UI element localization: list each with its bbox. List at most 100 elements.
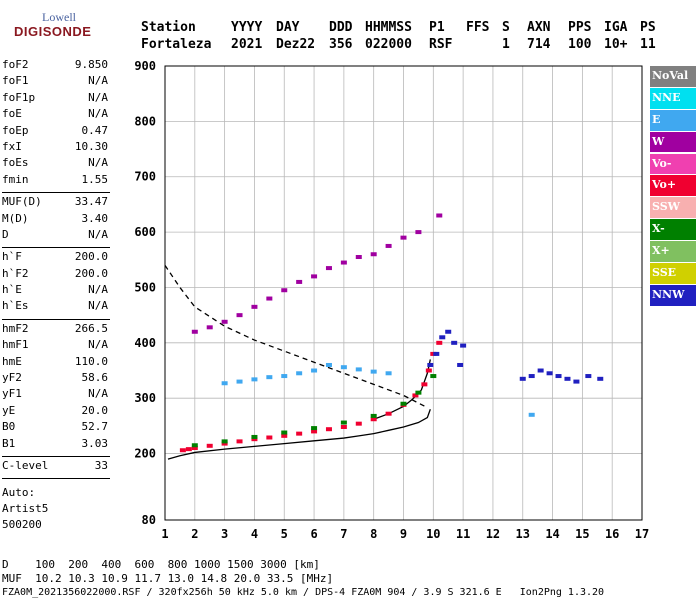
echo-point [385, 243, 392, 248]
legend-entry: X+ [650, 241, 696, 262]
echo-point [415, 390, 422, 395]
parameters-panel: foF2 9.850 foF1 N/A foF1p N/A foE N/A foEp 0.47 fx… [2, 58, 110, 481]
y-tick-label: 800 [134, 114, 156, 128]
echo-point [385, 411, 392, 416]
x-tick-label: 5 [281, 527, 288, 541]
lowell-digisonde-logo: Lowell DIGISONDE [4, 10, 91, 40]
logo-line1: Lowell [42, 10, 76, 24]
parameter-value: 9.850 [74, 58, 108, 71]
parameter-name: foE [2, 107, 22, 121]
x-tick-label: 9 [400, 527, 407, 541]
auto-method: Artist5 [2, 502, 49, 515]
parameter-name: fmin [2, 172, 29, 186]
y-tick-label: 700 [134, 170, 156, 184]
parameter-row: B1 3.03 [2, 437, 110, 453]
legend-entry: NNW [650, 284, 696, 306]
echo-point [457, 362, 464, 367]
parameter-value: 0.47 [81, 123, 109, 137]
echo-point [519, 376, 526, 381]
parameter-name: M(D) [2, 211, 29, 225]
header-value: 11 [640, 37, 656, 52]
x-tick-label: 6 [310, 527, 317, 541]
parameter-value: N/A [88, 156, 108, 170]
echo-point [185, 447, 192, 452]
echo-point [325, 266, 332, 271]
x-tick-label: 14 [545, 527, 559, 541]
echo-point [191, 443, 198, 448]
echo-point [433, 351, 440, 356]
parameter-name: yE [2, 403, 16, 417]
parameter-name: yF1 [2, 387, 22, 401]
echo-point [355, 255, 362, 260]
header-value: RSF [429, 37, 453, 52]
echo-point [421, 382, 428, 387]
echo-point [370, 417, 377, 422]
header-value: 1 [502, 37, 510, 52]
parameter-row: B0 52.7 [2, 420, 110, 436]
y-tick-label: 500 [134, 280, 156, 294]
header-value: 100 [568, 37, 592, 52]
echo-point [460, 343, 467, 348]
echo-point [400, 235, 407, 240]
echo-point [296, 279, 303, 284]
trace-line [167, 409, 431, 460]
parameter-name: h`F2 [2, 266, 29, 280]
echo-point [251, 304, 258, 309]
echo-point [564, 376, 571, 381]
plot-frame [164, 65, 643, 521]
echo-point [340, 424, 347, 429]
parameter-name: hmE [2, 354, 22, 368]
parameter-row: hmE 110.0 [2, 355, 110, 371]
header-label: IGA [604, 20, 628, 35]
legend-entry: E [650, 109, 696, 131]
parameter-name: C-level [2, 458, 49, 472]
echo-point [528, 374, 535, 379]
echo-point [340, 420, 347, 425]
y-tick-label: 900 [134, 59, 156, 73]
echo-point [251, 434, 258, 439]
echo-point [597, 376, 604, 381]
header-label: FFS [466, 20, 490, 35]
parameter-name: fxI [2, 139, 22, 153]
divider [2, 247, 110, 249]
legend-entry: Vo- [650, 153, 696, 175]
parameter-value: 200.0 [74, 266, 108, 280]
parameter-name: B1 [2, 436, 16, 450]
echo-point [546, 371, 553, 376]
parameter-name: yF2 [2, 371, 22, 385]
parameter-row: fxI 10.30 [2, 140, 110, 156]
legend-entry: Vo+ [650, 175, 696, 197]
parameter-name: foF1 [2, 74, 29, 88]
parameter-value: 110.0 [74, 354, 108, 368]
echo-point [555, 374, 562, 379]
auto-label: Auto: [2, 486, 36, 499]
echo-point [370, 252, 377, 257]
echo-point [221, 381, 228, 386]
footer-file-info: FZA0M_2021356022000.RSF / 320fx256h 50 k… [2, 587, 605, 598]
echo-point [400, 401, 407, 406]
x-tick-label: 8 [370, 527, 377, 541]
parameter-row: h`F 200.0 [2, 250, 110, 266]
parameter-row: D N/A [2, 228, 110, 244]
echo-point [311, 429, 318, 434]
legend-entry: W [650, 131, 696, 153]
parameter-name: MUF(D) [2, 195, 42, 209]
parameter-row: h`F2 200.0 [2, 267, 110, 283]
parameter-row: foE N/A [2, 107, 110, 123]
echo-point [266, 375, 273, 380]
echo-point [206, 325, 213, 330]
echo-point [445, 329, 452, 334]
echo-point [340, 260, 347, 265]
parameter-value: 200.0 [74, 250, 108, 264]
header-value: Fortaleza [141, 37, 212, 52]
echo-point [430, 374, 437, 379]
header-label: PPS [568, 20, 592, 35]
echo-point [221, 319, 228, 324]
parameter-value: 33.47 [74, 195, 108, 209]
echo-point [370, 369, 377, 374]
echo-point [340, 365, 347, 370]
legend-entry: SSE [650, 263, 696, 284]
parameter-value: N/A [88, 107, 108, 121]
parameter-value: N/A [88, 227, 108, 241]
